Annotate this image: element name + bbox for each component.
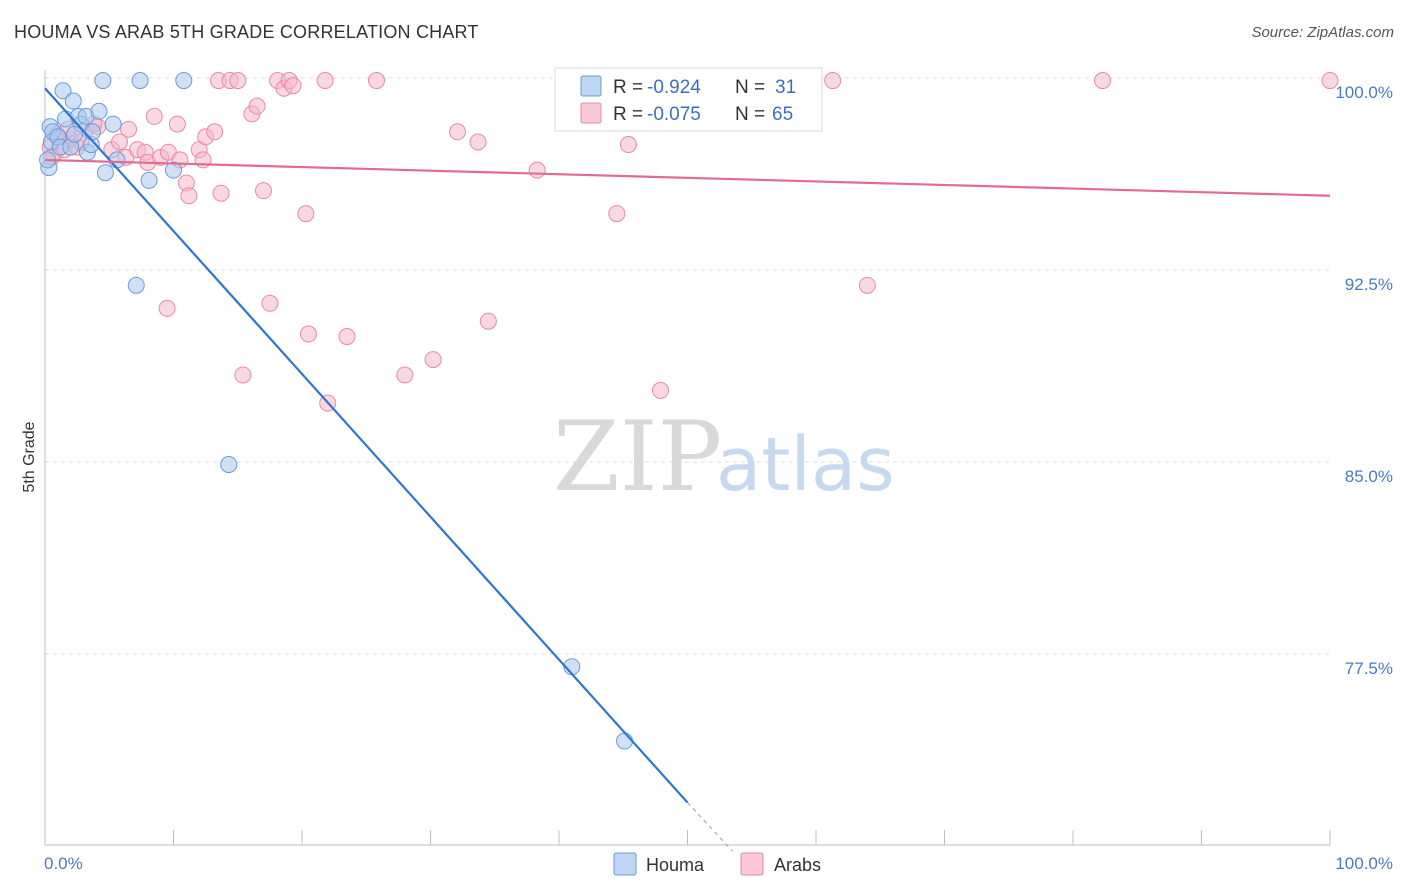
legend-r-value-arabs: -0.075 <box>647 104 701 125</box>
data-point-houma <box>66 125 84 143</box>
data-point-arabs <box>212 184 230 202</box>
data-point-arabs <box>229 72 247 90</box>
legend-swatch-arabs <box>580 102 602 124</box>
data-point-arabs <box>479 312 497 330</box>
data-point-houma <box>94 72 112 90</box>
data-point-arabs <box>608 205 626 223</box>
data-point-arabs <box>297 205 315 223</box>
legend-n-label-houma: N = <box>735 77 765 98</box>
watermark-atlas: atlas <box>716 422 895 508</box>
legend-r-value-houma: -0.924 <box>647 77 701 98</box>
series-houma-points <box>39 72 634 750</box>
data-point-arabs <box>338 328 356 346</box>
data-point-houma <box>64 92 82 110</box>
bottom-legend-houma: Houma <box>646 855 705 875</box>
data-point-houma <box>165 161 182 179</box>
data-point-houma <box>131 72 149 90</box>
trend-line-houma <box>44 87 689 804</box>
y-tick-label: 92.5% <box>1345 275 1393 294</box>
data-point-arabs <box>652 381 670 399</box>
x-tick-label-min: 0.0% <box>44 854 83 873</box>
legend-n-value-arabs: 65 <box>772 104 793 125</box>
data-point-houma <box>104 115 122 133</box>
trend-lines <box>44 87 1331 852</box>
data-point-houma <box>54 82 72 100</box>
data-point-arabs <box>234 366 252 384</box>
data-point-houma <box>96 164 114 182</box>
data-point-arabs <box>1321 72 1339 90</box>
data-point-arabs <box>424 351 442 369</box>
data-point-arabs <box>1094 72 1112 90</box>
source-credit: Source: ZipAtlas.com <box>1251 24 1394 41</box>
data-point-arabs <box>120 120 138 138</box>
data-point-arabs <box>619 136 637 154</box>
data-point-arabs <box>111 133 129 151</box>
data-point-arabs <box>158 299 176 317</box>
trend-line-arabs <box>44 158 1331 197</box>
chart-title: HOUMA VS ARAB 5TH GRADE CORRELATION CHAR… <box>14 22 479 42</box>
y-tick-labels: 100.0% 92.5% 85.0% 77.5% <box>1335 83 1393 678</box>
watermark: ZIP atlas <box>553 401 895 513</box>
legend-r-label-arabs: R = <box>613 104 643 125</box>
data-point-houma <box>220 456 238 474</box>
legend-r-label-houma: R = <box>613 77 643 98</box>
data-point-arabs <box>206 123 224 141</box>
data-point-houma <box>140 171 158 189</box>
data-point-arabs <box>528 161 546 179</box>
legend-swatch-houma <box>580 75 602 97</box>
x-tick-label-max: 100.0% <box>1335 854 1393 873</box>
legend: R = -0.924 N = 31 R = -0.075 N = 65 <box>554 67 823 132</box>
data-point-arabs <box>316 72 334 90</box>
bottom-legend-swatch-houma <box>613 852 637 876</box>
data-point-houma <box>127 276 145 294</box>
data-point-arabs <box>448 123 466 141</box>
watermark-zip: ZIP <box>553 401 722 513</box>
bottom-legend: Houma Arabs <box>613 852 821 876</box>
bottom-legend-arabs: Arabs <box>774 855 821 875</box>
trend-line-extension-houma <box>687 802 733 852</box>
data-point-houma <box>84 123 102 141</box>
data-point-arabs <box>299 325 317 343</box>
data-point-arabs <box>254 182 272 200</box>
data-point-arabs <box>858 276 876 294</box>
data-point-arabs <box>248 97 266 115</box>
bottom-legend-swatch-arabs <box>740 852 764 876</box>
y-axis-label: 5th Grade <box>21 421 38 492</box>
data-point-arabs <box>824 72 842 90</box>
data-point-arabs <box>396 366 414 384</box>
y-tick-label: 77.5% <box>1345 659 1393 678</box>
data-point-arabs <box>261 294 279 312</box>
data-point-arabs <box>168 115 186 133</box>
data-point-arabs <box>180 187 198 205</box>
x-tick-labels: 0.0% 100.0% <box>44 830 1393 873</box>
data-point-arabs <box>368 72 386 90</box>
legend-n-label-arabs: N = <box>735 104 765 125</box>
data-point-arabs <box>284 77 302 95</box>
y-tick-label: 85.0% <box>1345 467 1393 486</box>
y-tick-label: 100.0% <box>1335 83 1393 102</box>
data-point-arabs <box>469 133 487 151</box>
data-point-houma <box>108 151 126 169</box>
data-point-arabs <box>145 107 163 125</box>
data-point-houma <box>90 102 108 120</box>
data-point-houma <box>175 72 193 90</box>
legend-n-value-houma: 31 <box>775 77 796 98</box>
data-point-houma <box>616 732 634 750</box>
